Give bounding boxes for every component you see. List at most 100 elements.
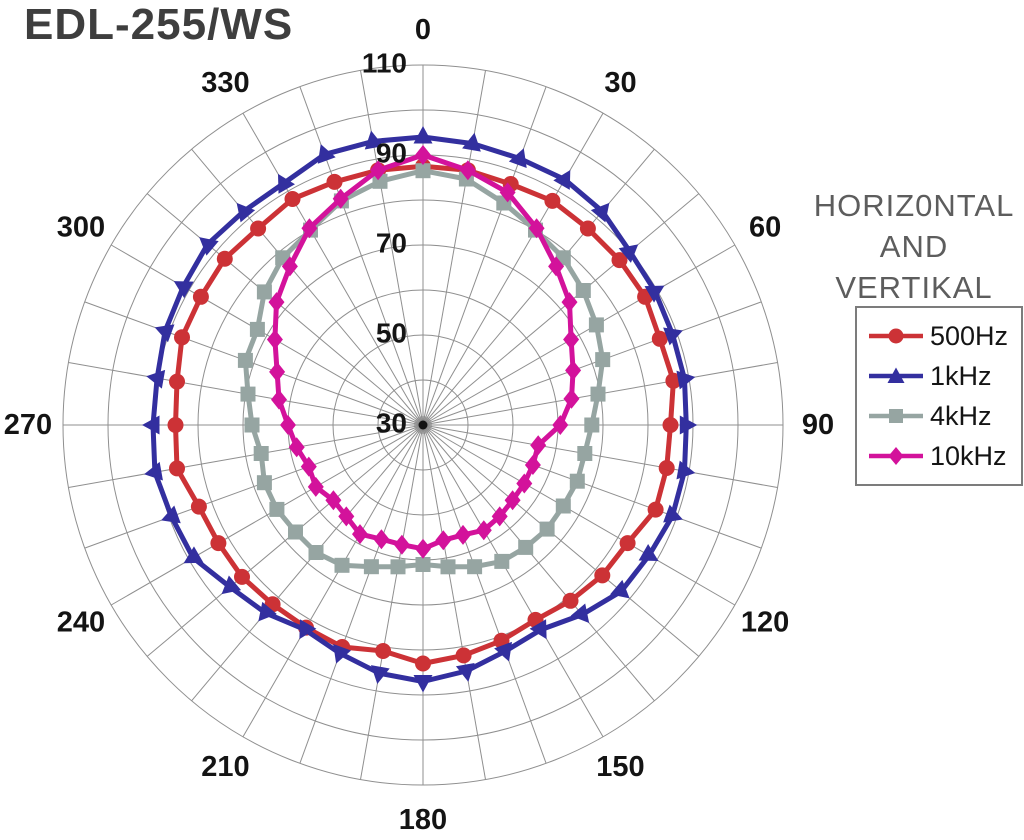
- triangle-marker-icon: [494, 641, 513, 662]
- square-marker-icon: [244, 417, 260, 433]
- angle-tick-label-90: 90: [802, 409, 834, 441]
- angle-tick-label-150: 150: [596, 751, 644, 783]
- series-line-1kHz: [150, 134, 689, 684]
- polar-grid-spoke: [422, 244, 736, 426]
- polar-grid-spoke: [422, 424, 547, 764]
- legend-item-1khz: 1kHz: [867, 356, 1017, 396]
- square-marker-icon: [588, 317, 604, 333]
- polar-grid-spoke: [422, 424, 700, 657]
- square-marker-icon: [440, 559, 456, 575]
- triangle-marker-icon: [663, 327, 683, 346]
- polar-grid-spoke: [299, 86, 424, 426]
- triangle-marker-icon: [317, 144, 336, 164]
- diamond-marker-icon: [269, 361, 286, 382]
- legend-item-500hz: 500Hz: [867, 316, 1017, 356]
- square-marker-icon: [518, 539, 534, 555]
- square-marker-icon: [249, 321, 265, 337]
- triangle-marker-icon: [278, 173, 295, 194]
- circle-marker-icon: [611, 252, 628, 269]
- angle-tick-label-330: 330: [201, 67, 249, 99]
- square-marker-icon: [256, 475, 272, 491]
- diamond-marker-icon: [415, 145, 431, 165]
- diamond-marker-icon: [504, 490, 521, 511]
- diamond-marker-icon: [281, 256, 298, 277]
- angle-tick-label-300: 300: [57, 212, 105, 244]
- diamond-marker-icon: [338, 506, 355, 527]
- legend: 500Hz 1kHz 4kHz 10kHz: [855, 306, 1023, 486]
- square-marker-icon: [415, 163, 431, 179]
- orientation-line-1: HORIZ0NTAL: [813, 188, 1015, 223]
- polar-grid-spoke: [422, 424, 486, 780]
- diamond-marker-icon: [280, 415, 296, 435]
- diamond-marker-icon: [548, 256, 565, 277]
- legend-sample-4khz: [869, 409, 923, 423]
- diamond-marker-icon: [563, 388, 580, 409]
- triangle-marker-icon: [146, 369, 166, 389]
- polar-grid-spoke: [360, 424, 424, 780]
- polar-grid-spoke: [191, 148, 424, 426]
- circle-marker-icon: [415, 655, 431, 672]
- circle-marker-icon: [216, 250, 233, 267]
- polar-grid-spoke: [422, 424, 604, 738]
- triangle-marker-icon: [618, 244, 639, 263]
- diamond-marker-icon: [266, 329, 283, 350]
- diamond-marker-icon: [524, 455, 541, 475]
- triangle-marker-icon: [610, 579, 630, 599]
- circle-marker-icon: [234, 568, 250, 585]
- polar-grid-spoke: [299, 424, 424, 764]
- circle-marker-icon: [651, 330, 668, 347]
- triangle-marker-icon: [679, 415, 698, 435]
- circle-marker-icon: [284, 191, 301, 207]
- square-marker-icon: [288, 524, 303, 540]
- diamond-marker-icon: [455, 524, 471, 545]
- angle-tick-label-30: 30: [604, 67, 636, 99]
- polar-grid-spoke: [360, 70, 424, 426]
- square-marker-icon: [240, 386, 256, 402]
- diamond-marker-icon: [491, 506, 508, 527]
- square-marker-icon: [555, 498, 571, 514]
- triangle-marker-icon: [364, 130, 384, 150]
- square-marker-icon: [494, 553, 510, 569]
- polar-grid-spoke: [422, 112, 604, 426]
- radial-tick-label-70: 70: [376, 228, 407, 259]
- triangle-marker-icon: [644, 285, 665, 303]
- triangle-marker-icon: [154, 324, 175, 343]
- polar-grid-spoke: [110, 244, 424, 426]
- triangle-marker-icon: [676, 370, 696, 390]
- polar-center-dot: [418, 420, 428, 430]
- angle-tick-label-0: 0: [415, 14, 431, 46]
- square-marker-icon: [889, 409, 903, 423]
- triangle-marker-icon: [663, 504, 683, 523]
- square-marker-icon: [256, 284, 272, 300]
- polar-grid-spoke: [84, 424, 424, 549]
- polar-grid-spoke: [422, 193, 700, 426]
- circle-marker-icon: [594, 567, 611, 584]
- triangle-marker-icon: [413, 126, 433, 144]
- square-marker-icon: [569, 473, 585, 489]
- triangle-marker-icon: [590, 202, 610, 223]
- diamond-marker-icon: [561, 292, 578, 313]
- circle-marker-icon: [167, 417, 184, 433]
- polar-grid-spoke: [422, 86, 547, 426]
- square-marker-icon: [237, 352, 253, 368]
- square-marker-icon: [363, 559, 379, 575]
- circle-marker-icon: [169, 460, 185, 477]
- diamond-marker-icon: [307, 476, 324, 497]
- diamond-marker-icon: [268, 292, 285, 313]
- triangle-marker-icon: [455, 662, 475, 682]
- diamond-marker-icon: [530, 435, 547, 456]
- polar-grid-spoke: [242, 424, 424, 738]
- diamond-marker-icon: [415, 538, 431, 559]
- polar-grid-spoke: [110, 424, 424, 606]
- square-marker-icon: [253, 446, 269, 461]
- polar-grid-spoke: [84, 301, 424, 426]
- polar-grid-spoke: [422, 424, 736, 606]
- diamond-marker-icon: [301, 218, 318, 239]
- angle-tick-label-210: 210: [201, 751, 249, 783]
- polar-grid-spoke: [191, 424, 424, 702]
- diamond-marker-icon: [288, 437, 305, 458]
- triangle-marker-icon: [529, 619, 547, 640]
- triangle-marker-icon: [299, 619, 317, 640]
- triangle-marker-icon: [508, 148, 527, 168]
